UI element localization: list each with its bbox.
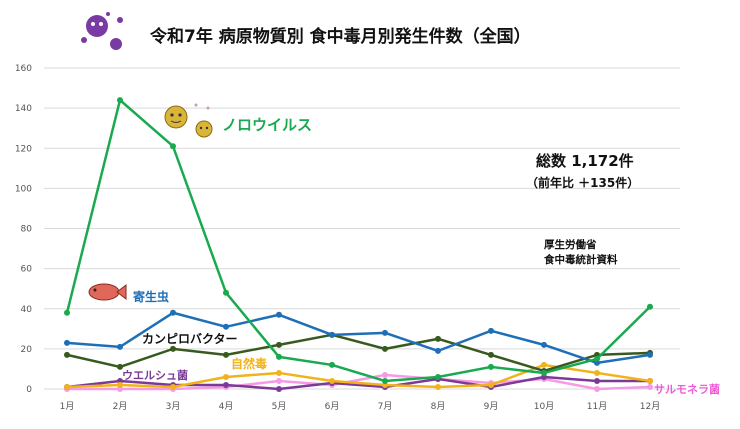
series-line [65,98,651,383]
data-point [594,355,600,362]
x-tick-label: 2月 [113,401,128,412]
source-line-2: 食中毒統計資料 [544,254,618,266]
series-1 [64,309,653,366]
series-2 [64,331,653,374]
data-point [117,97,123,104]
y-tick-label: 0 [26,385,32,395]
legend-label-welchii: ウエルシュ菌 [122,369,188,382]
source-line-1: 厚生労働省 [544,239,597,251]
data-point [223,323,229,330]
data-point [64,383,70,390]
x-tick-label: 9月 [484,401,499,412]
x-tick-label: 1月 [60,401,75,412]
series-0 [64,97,653,384]
x-tick-label: 6月 [325,401,340,412]
data-point [382,371,388,378]
norovirus-icon [164,103,213,138]
data-point [170,383,176,390]
x-tick-label: 8月 [431,401,446,412]
y-tick-label: 140 [15,104,32,114]
data-point [223,289,229,296]
data-point [276,311,282,318]
data-point [435,383,441,390]
data-point [276,386,282,392]
series-line [67,373,651,391]
x-tick-label: 3月 [166,401,181,412]
legend-label-norovirus: ノロウイルス [222,116,313,134]
data-point [276,353,282,360]
data-point [435,373,441,380]
data-point [382,329,388,336]
legend-label-natural-toxin: 自然毒 [231,357,268,371]
series-line [66,375,650,391]
x-tick-labels: 1月 2月 3月 4月 5月 6月 7月 8月 9月 10月 11月 12月 [60,401,661,412]
data-point [223,373,229,380]
x-tick-label: 7月 [378,401,393,412]
series-line [66,333,651,373]
data-point [64,339,70,346]
data-point [647,383,653,390]
yoy-change: （前年比 ＋135件） [526,176,640,190]
virus-icon-title [81,12,123,50]
data-point [329,377,335,384]
legend-label-parasite: 寄生虫 [133,290,170,304]
data-point [541,341,547,348]
x-tick-label: 5月 [272,401,287,412]
y-tick-label: 160 [15,64,32,74]
series-lines [64,97,653,392]
y-tick-label: 40 [21,305,33,315]
y-tick-label: 60 [21,265,33,275]
series-line [66,311,651,365]
y-tick-label: 120 [15,144,32,154]
data-point [435,347,441,354]
data-point [488,381,494,388]
data-point [223,351,229,358]
fish-icon [88,283,127,301]
x-tick-label: 4月 [219,401,234,412]
y-tick-label: 100 [15,184,32,194]
data-point [488,351,494,358]
series-3 [64,361,653,390]
chart-title: 令和7年 病原物質別 食中毒月別発生件数（全国） [150,27,531,47]
data-point [382,345,388,352]
x-tick-label: 10月 [534,401,554,412]
data-point [223,381,229,388]
data-point [541,361,547,368]
data-point [594,369,600,376]
data-point [117,381,123,388]
data-point [488,363,494,370]
data-point [276,341,282,348]
data-point [382,377,388,384]
data-point [594,377,600,384]
y-tick-label: 80 [21,225,33,235]
data-point [276,369,282,376]
y-tick-label: 20 [21,345,33,355]
legend-label-campylobacter: カンピロバクター [142,332,238,346]
data-point [647,303,653,310]
series-line [66,363,651,389]
data-point [647,377,653,384]
data-point [488,327,494,334]
data-point [329,331,335,338]
data-point [170,143,176,150]
y-tick-labels: 0 20 40 60 80 100 120 140 160 [15,64,32,395]
data-point [647,351,653,358]
x-tick-label: 12月 [640,401,660,412]
data-point [276,377,282,384]
data-point [64,351,70,358]
total-count: 総数 1,172件 [536,152,634,170]
data-point [170,345,176,352]
grid-lines [44,67,680,390]
data-point [117,363,123,370]
data-point [170,309,176,316]
legend-label-salmonella: サルモネラ菌 [654,383,720,396]
data-point [329,361,335,368]
data-point [117,343,123,350]
data-point [541,369,547,376]
data-point [594,386,600,392]
data-point [435,335,441,342]
x-tick-label: 11月 [587,401,607,412]
data-point [64,309,70,316]
